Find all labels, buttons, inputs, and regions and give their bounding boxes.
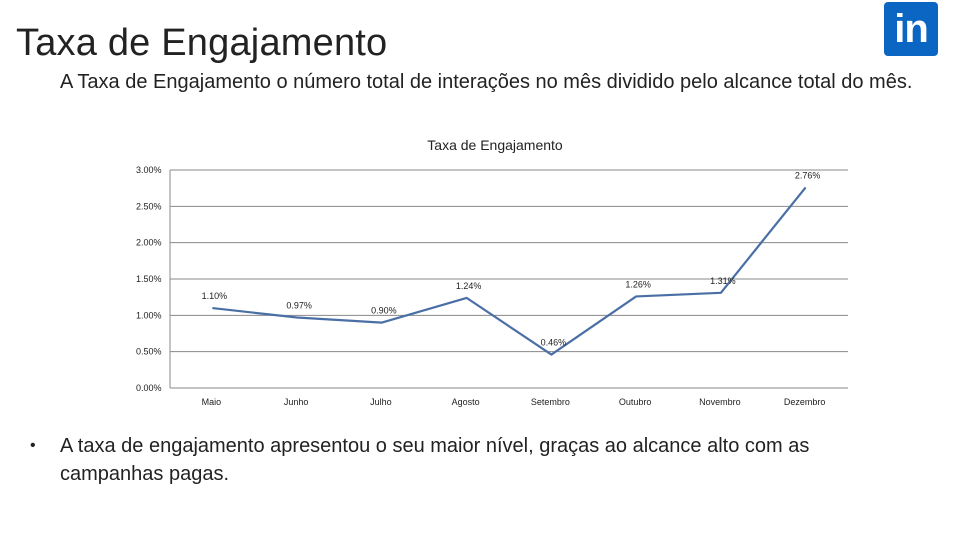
x-tick-label: Junho (284, 397, 309, 407)
subtitle-text: A Taxa de Engajamento o número total de … (60, 71, 913, 93)
page-title: Taxa de Engajamento (16, 22, 388, 64)
y-tick-label: 2.50% (136, 201, 162, 211)
x-tick-label: Dezembro (784, 397, 826, 407)
data-label: 1.26% (625, 279, 651, 289)
y-tick-label: 0.50% (136, 347, 162, 357)
series-line-layer (212, 186, 807, 356)
bullet-icon: • (30, 437, 36, 454)
data-label: 0.90% (371, 306, 397, 316)
y-tick-label: 1.00% (136, 310, 162, 320)
x-tick-label: Novembro (699, 397, 741, 407)
data-label: 1.31% (710, 276, 736, 286)
data-label: 1.24% (456, 281, 482, 291)
linkedin-logo-text: in (894, 7, 929, 51)
x-tick-label: Setembro (531, 397, 570, 407)
y-axis-ticks: 0.00% 0.50% 1.00% 1.50% 2.00% 2.50% 3.00% (136, 165, 162, 393)
x-tick-label: Maio (202, 397, 222, 407)
x-tick-label: Agosto (452, 397, 480, 407)
y-tick-label: 0.00% (136, 383, 162, 393)
data-label: 2.76% (795, 170, 821, 180)
data-label-layer: 1.10% 0.97% 0.90% 1.24% 0.46% 1.26% 1.31% 2.76% (202, 170, 821, 347)
data-label: 1.10% (202, 291, 228, 301)
bullet-text: A taxa de engajamento apresentou o seu m… (60, 435, 810, 485)
y-tick-label: 1.50% (136, 274, 162, 284)
series-line (212, 186, 807, 356)
grid-lines (169, 169, 848, 389)
y-tick-label: 3.00% (136, 165, 162, 175)
x-axis-ticks: Maio Junho Julho Agosto Setembro Outubro Novem… (202, 397, 826, 407)
linkedin-icon: in (884, 2, 938, 56)
x-tick-label: Julho (370, 397, 392, 407)
data-label: 0.46% (541, 338, 567, 348)
x-tick-label: Outubro (619, 397, 652, 407)
data-label: 0.97% (286, 301, 312, 311)
y-tick-label: 2.00% (136, 238, 162, 248)
chart-title: Taxa de Engajamento (427, 137, 563, 153)
